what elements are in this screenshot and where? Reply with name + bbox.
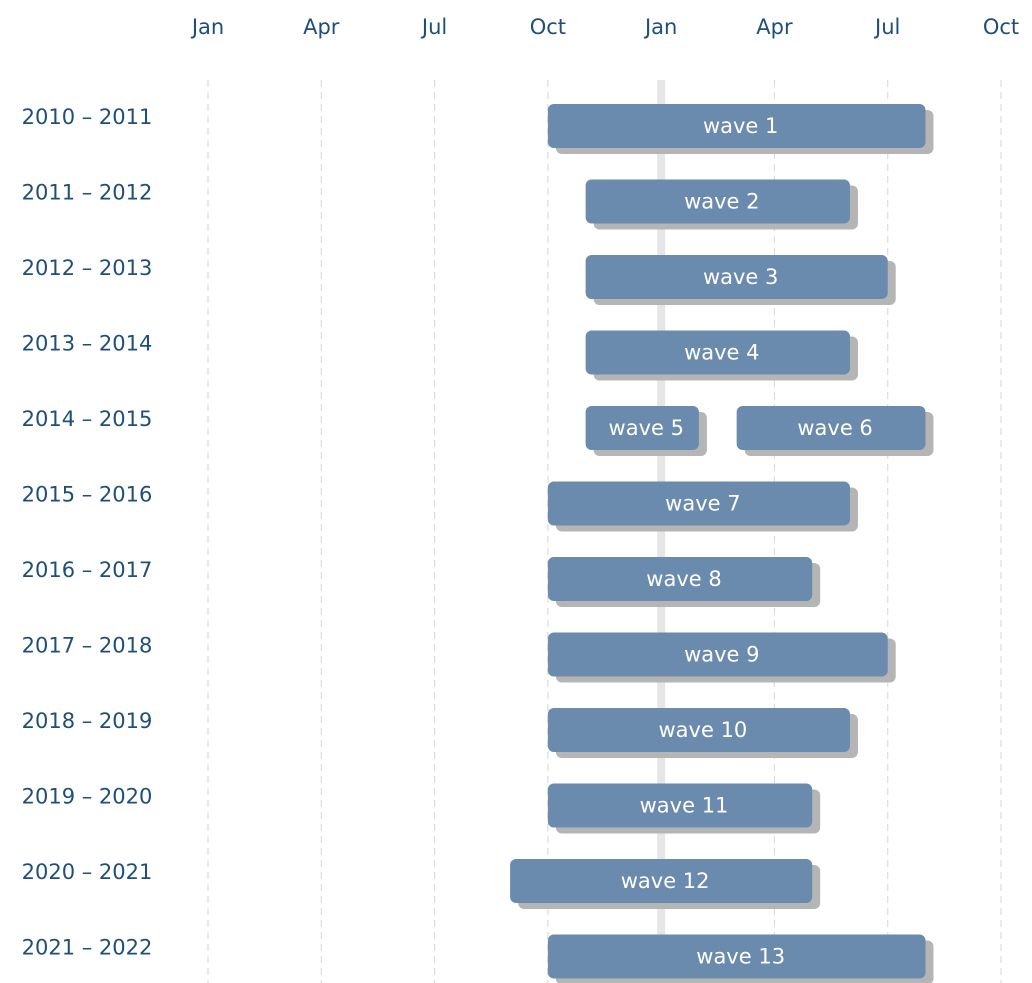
row-label: 2018 – 2019 xyxy=(22,709,153,733)
bar-label: wave 9 xyxy=(684,643,759,667)
row-label: 2017 – 2018 xyxy=(22,634,153,658)
bar xyxy=(547,934,926,979)
bar xyxy=(547,557,813,601)
row-label: 2020 – 2021 xyxy=(22,860,153,884)
bar xyxy=(547,481,850,526)
row-label: 2016 – 2017 xyxy=(22,558,153,582)
bar-label: wave 3 xyxy=(703,265,778,289)
x-tick-label: Oct xyxy=(530,15,566,39)
row-label: 2012 – 2013 xyxy=(22,256,153,280)
row-label: 2010 – 2011 xyxy=(22,105,153,129)
x-tick-label: Jan xyxy=(190,15,224,39)
bar-label: wave 4 xyxy=(684,341,759,365)
x-tick-label: Oct xyxy=(983,15,1019,39)
row-label: 2015 – 2016 xyxy=(22,483,153,507)
bar xyxy=(547,104,926,148)
x-tick-label: Apr xyxy=(756,15,793,39)
bar-label: wave 10 xyxy=(659,718,748,742)
bar-label: wave 8 xyxy=(646,567,721,591)
x-tick-label: Jan xyxy=(643,15,677,39)
x-tick-label: Jul xyxy=(873,15,900,39)
row-label: 2019 – 2020 xyxy=(22,785,153,809)
bar xyxy=(510,859,813,903)
bar xyxy=(547,708,850,752)
bar-label: wave 2 xyxy=(684,190,759,214)
bar xyxy=(585,406,699,450)
bar xyxy=(547,632,888,677)
bar xyxy=(736,406,926,450)
bar xyxy=(585,330,850,375)
bar-label: wave 7 xyxy=(665,492,740,516)
row-label: 2013 – 2014 xyxy=(22,332,153,356)
bar-label: wave 1 xyxy=(703,114,778,138)
bar xyxy=(585,179,850,224)
bar-label: wave 5 xyxy=(609,416,684,440)
x-tick-label: Jul xyxy=(420,15,447,39)
bar xyxy=(585,255,888,299)
bar-label: wave 13 xyxy=(696,945,785,969)
bar-label: wave 6 xyxy=(797,416,872,440)
row-label: 2014 – 2015 xyxy=(22,407,153,431)
row-label: 2011 – 2012 xyxy=(22,181,153,205)
bar xyxy=(547,783,813,828)
row-label: 2021 – 2022 xyxy=(22,936,153,960)
bar-label: wave 12 xyxy=(621,869,710,893)
x-tick-label: Apr xyxy=(303,15,340,39)
bar-label: wave 11 xyxy=(640,794,729,818)
